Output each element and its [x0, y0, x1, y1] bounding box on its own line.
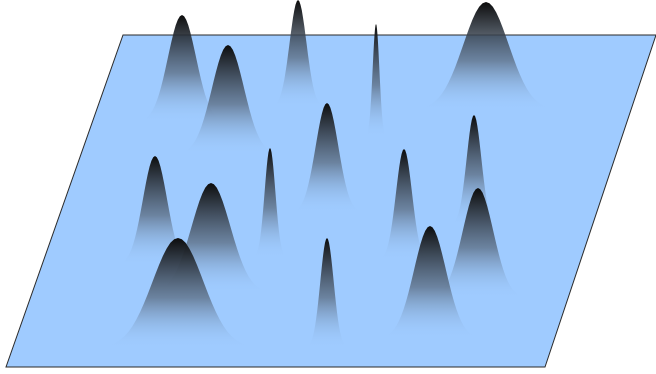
peak-7 [254, 148, 286, 257]
peak-10 [102, 238, 254, 347]
peak-5 [180, 45, 276, 153]
peak-13 [432, 188, 524, 297]
peak-8 [119, 156, 191, 264]
peak-6 [293, 103, 361, 212]
peak-14 [382, 226, 478, 337]
peak-3 [366, 24, 386, 136]
peak-15 [307, 238, 347, 347]
peaks-group [102, 0, 554, 347]
peak-1 [140, 15, 224, 121]
peak-2 [273, 0, 323, 106]
peak-4 [418, 2, 554, 109]
peak-11 [380, 149, 428, 259]
peak-12 [452, 115, 496, 224]
